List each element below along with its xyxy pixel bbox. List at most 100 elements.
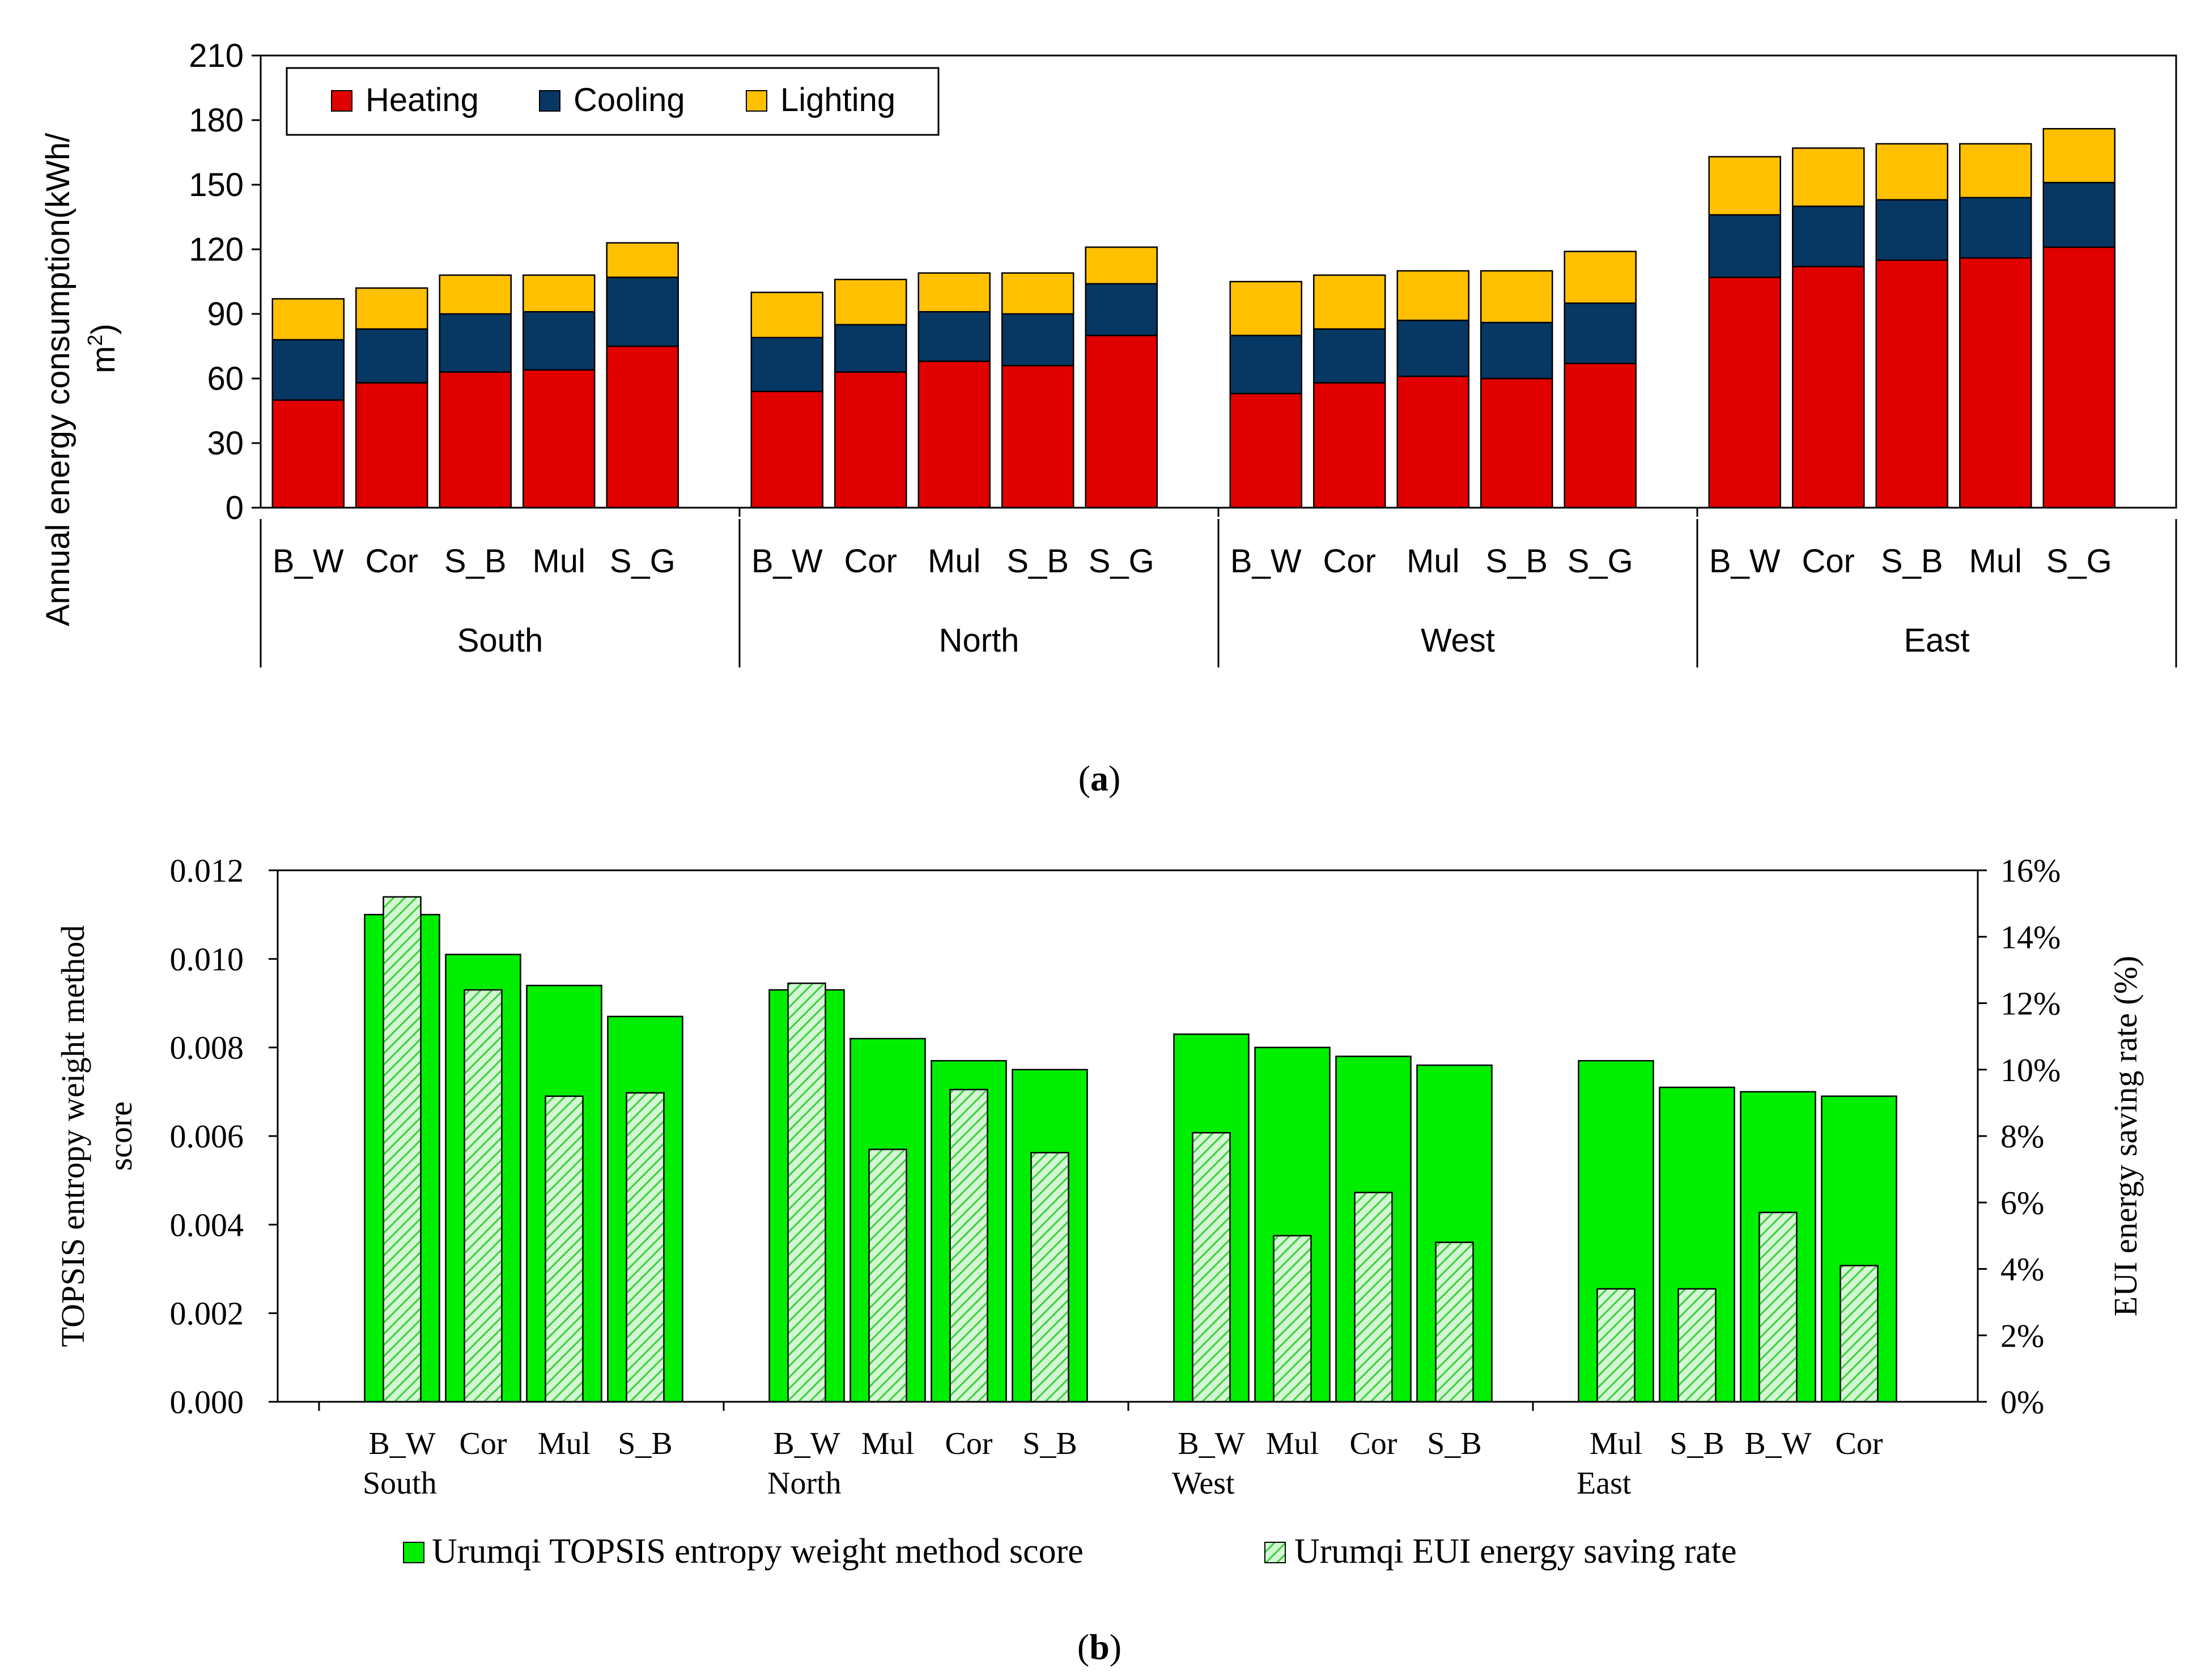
chart-a-bar-lighting [1480,270,1553,324]
chart-a-bar-cooling [834,324,907,373]
chart-b-y2tick-label: 12% [2000,985,2061,1022]
chart-a-bar-cooling [1085,283,1158,337]
chart-b-bar-saving-rate [868,1149,907,1403]
chart-b-bar-saving-rate [1273,1235,1312,1403]
chart-a-legend-swatch [331,90,352,112]
chart-a-legend-box [286,67,940,136]
chart-b-category-label: S_B [1427,1426,1482,1461]
chart-b-bar-saving-rate [1758,1211,1798,1403]
chart-a-ytick-label: 180 [189,102,244,139]
chart-b-group-label: South [363,1466,437,1501]
chart-a-group-label: South [457,622,543,659]
chart-a-legend-label: Cooling [574,82,685,118]
chart-a-bar-lighting [1313,274,1386,330]
chart-b-ytick-label: 0.004 [170,1206,244,1243]
chart-a-category-label: Mul [1969,543,2022,580]
chart-a-category-label: S_G [610,543,676,580]
chart-a-legend-swatch [746,90,767,112]
chart-b-bar-saving-rate [1435,1241,1474,1403]
chart-a-ytick-label: 60 [207,360,244,397]
chart-b-bar-saving-rate [1354,1192,1393,1403]
chart-a-bar-heating [606,345,679,509]
chart-b-bar-saving-rate [949,1088,988,1403]
chart-a-bar-lighting [522,274,596,313]
chart-b-y2label: EUI energy saving rate (%) [2107,956,2144,1317]
chart-b-y2tick-label: 16% [2000,852,2061,889]
chart-a-category-label: S_B [444,543,507,580]
chart-a-bar-lighting [355,287,428,330]
chart-a-bar-lighting [1959,143,2032,199]
chart-a-bar-cooling [1313,328,1386,384]
chart-b-y2tick-label: 6% [2000,1184,2044,1221]
chart-a-legend: Heating Cooling Lighting [286,67,940,136]
chart-b-category-label: Mul [1590,1426,1642,1461]
chart-b-y2tick-label: 14% [2000,918,2061,955]
chart-a-bar-lighting [1001,272,1074,315]
chart-a-bar-lighting [1792,147,1865,207]
chart-a-category-label: Mul [533,543,585,580]
chart-b-y2tick-label: 4% [2000,1251,2044,1288]
chart-b-legend-swatch-rate [1264,1542,1286,1563]
chart-a-ytick-label: 120 [189,231,244,268]
chart-b-y2tick-label: 8% [2000,1118,2044,1155]
chart-a-bar-heating [917,360,991,509]
chart-a-bar-heating [1875,259,1948,509]
chart-b-ylabel-line2: score [102,1101,139,1171]
chart-b-legend-label-rate: Urumqi EUI energy saving rate [1294,1532,1737,1571]
chart-a-group-label: North [939,622,1019,659]
chart-a-category-label: S_G [2046,543,2112,580]
chart-b-group-label: North [767,1466,842,1501]
chart-b-ylabel-line1: TOPSIS entropy weight method [54,925,91,1347]
chart-a-ylabel-line1: Annual energy consumption(kWh/ [40,133,77,626]
chart-a-bar-cooling [1480,321,1553,380]
chart-b-bar-saving-rate [1677,1288,1717,1403]
chart-a-bar-lighting [917,272,991,313]
chart-b-legend-swatch-score [403,1542,424,1563]
chart-a-ytick-label: 150 [189,167,244,203]
chart-b-category-label: Cor [1350,1426,1397,1461]
chart-a-bar-heating [1792,266,1865,509]
chart-a-bar-lighting [1085,246,1158,285]
chart-a-bar-cooling [1001,313,1074,367]
chart-a-bar-lighting [834,278,907,326]
chart-a-bar-cooling [2042,181,2115,248]
chart-a-bar-cooling [271,339,345,401]
chart-a-bar-heating [1396,375,1469,509]
chart-a-category-label: B_W [1709,543,1781,580]
chart-b-bar-saving-rate [1840,1265,1879,1403]
chart-a-ylabel-line2: m2) [83,324,122,373]
chart-a-bar-cooling [1792,205,1865,267]
chart-a-group-label: East [1904,622,1969,659]
chart-a-category-label: B_W [1230,543,1302,580]
chart-b-group-label: West [1172,1466,1235,1501]
chart-a-category-label: S_B [1881,543,1943,580]
chart-a-bar-cooling [606,277,679,347]
chart-a-category-label: Mul [1407,543,1459,580]
chart-a-bar-heating [2042,246,2115,509]
chart-b-category-label: S_B [618,1426,673,1461]
chart-b-category-label: B_W [1744,1426,1811,1461]
chart-b-bars [364,896,1897,1403]
chart-a-bar-lighting [439,274,512,315]
chart-a-bar-heating [834,371,907,509]
chart-a-bar-cooling [522,311,596,371]
chart-a-category-label: S_G [1567,543,1633,580]
chart-b-ytick-label: 0.002 [170,1295,244,1332]
chart-b-category-label: Mul [538,1426,591,1461]
chart-a-group-label: West [1421,622,1495,659]
chart-a-bar-cooling [1875,199,1948,261]
chart-a-category-label: Cor [366,543,418,580]
chart-a-category-label: S_B [1485,543,1548,580]
chart-b-y2tick-label: 2% [2000,1317,2044,1354]
chart-b-category-label: B_W [368,1426,435,1461]
chart-b-category-label: S_B [1022,1426,1077,1461]
chart-a-bar-lighting [1229,280,1302,337]
chart-b-legend-label-score: Urumqi TOPSIS entropy weight method scor… [432,1532,1084,1571]
chart-a-category-label: S_G [1089,543,1154,580]
chart-a-axes: 0 30 60 90 120 150 180 210 B_W Cor S_B Mul S_G South B… [189,37,2177,667]
chart-a-bar-cooling [1396,320,1469,377]
chart-b-bar-saving-rate [464,989,503,1403]
chart-a-ytick-label: 210 [189,37,244,74]
chart-b-bar-saving-rate [1596,1288,1635,1403]
chart-b-ytick-label: 0.012 [170,852,244,889]
